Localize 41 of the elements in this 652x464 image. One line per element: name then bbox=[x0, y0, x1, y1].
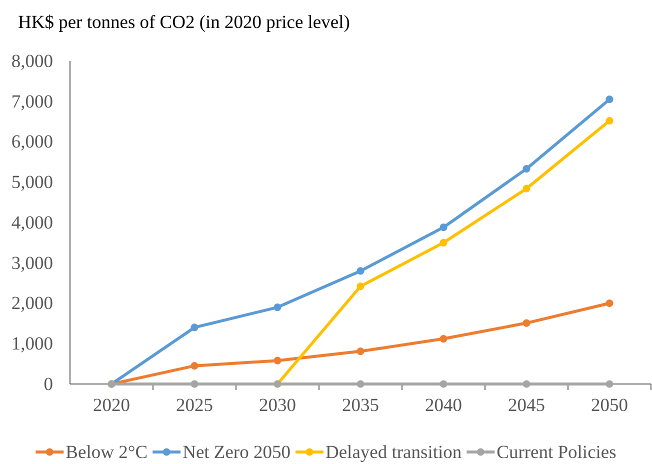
point bbox=[606, 96, 614, 104]
x-tick-label: 2030 bbox=[259, 396, 296, 416]
x-tick-label: 2035 bbox=[342, 396, 379, 416]
point bbox=[356, 282, 364, 290]
chart-title: HK$ per tonnes of CO2 (in 2020 price level) bbox=[18, 13, 350, 33]
point bbox=[274, 303, 282, 312]
point bbox=[356, 267, 364, 275]
point bbox=[606, 299, 614, 308]
point bbox=[356, 347, 364, 356]
point bbox=[440, 380, 448, 388]
x-tick-label: 2040 bbox=[425, 396, 462, 416]
y-tick-label: 8,000 bbox=[11, 52, 53, 72]
y-tick-label: 6,000 bbox=[11, 132, 53, 153]
x-tick-label: 2045 bbox=[508, 396, 545, 416]
x-tick-label: 2050 bbox=[591, 396, 628, 416]
point bbox=[440, 224, 448, 232]
point bbox=[190, 362, 198, 370]
legend-label: Delayed transition bbox=[325, 443, 462, 463]
y-tick-label: 4,000 bbox=[11, 213, 53, 234]
point bbox=[606, 116, 614, 125]
y-tick-label: 1,000 bbox=[11, 334, 53, 355]
point bbox=[522, 319, 530, 327]
point bbox=[440, 334, 448, 343]
point bbox=[190, 324, 198, 332]
y-tick-label: 7,000 bbox=[11, 92, 53, 112]
y-tick-label: 3,000 bbox=[11, 254, 53, 274]
point bbox=[274, 356, 282, 364]
point bbox=[606, 380, 614, 388]
y-tick-label: 2,000 bbox=[11, 294, 53, 314]
point bbox=[440, 238, 448, 246]
y-tick-label: 5,000 bbox=[11, 173, 53, 194]
x-tick-label: 2025 bbox=[176, 396, 213, 416]
legend-label: Below 2°C bbox=[66, 443, 148, 463]
point bbox=[522, 165, 530, 173]
point bbox=[522, 184, 530, 192]
legend-label: Net Zero 2050 bbox=[182, 443, 290, 463]
point bbox=[522, 380, 530, 388]
y-tick-label: 0 bbox=[44, 374, 53, 395]
x-tick-label: 2020 bbox=[93, 396, 130, 416]
point bbox=[356, 380, 364, 388]
legend-label: Current Policies bbox=[496, 443, 616, 463]
